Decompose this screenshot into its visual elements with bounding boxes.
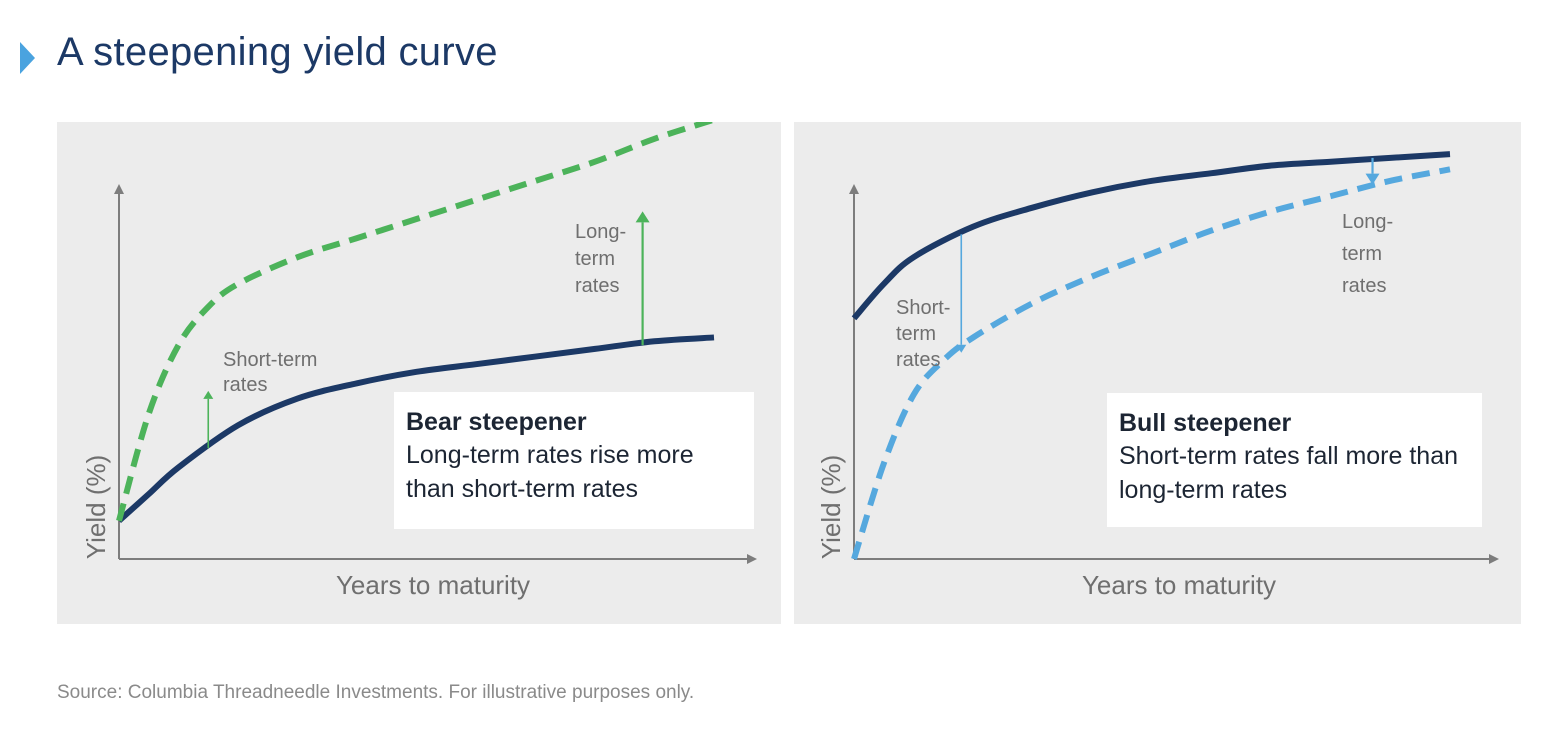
long-term-rates-label: Long- [1342, 211, 1393, 233]
bear-steepener-chart: Years to maturity Yield (%) Short-term rate… [81, 122, 757, 600]
callout-title: Bear steepener [406, 408, 587, 436]
x-axis-label: Years to maturity [1082, 570, 1276, 600]
y-axis-label: Yield (%) [81, 455, 111, 560]
short-term-rates-label: term [896, 323, 936, 345]
arrow-up-icon [635, 211, 650, 223]
shifted-yield-curve-line [116, 122, 715, 522]
page-title: A steepening yield curve [57, 30, 498, 74]
long-term-rates-label: term [1342, 243, 1382, 265]
callout-text: Short-term rates fall more than long-ter… [1119, 442, 1459, 504]
x-axis-arrow-icon [1489, 554, 1499, 564]
arrow-up-icon [203, 390, 214, 399]
shifted-yield-curve-line [851, 166, 1451, 560]
y-axis-arrow-icon [849, 184, 859, 194]
short-term-rates-label: rates [223, 374, 267, 396]
x-axis-arrow-icon [747, 554, 757, 564]
callout-title: Bull steepener [1119, 409, 1292, 437]
y-axis-label: Yield (%) [816, 455, 846, 560]
arrow-down-icon [1365, 173, 1380, 185]
long-term-rates-label: Long- [575, 221, 626, 243]
long-term-rates-label: rates [575, 275, 619, 297]
title-marker-icon [20, 42, 35, 74]
short-term-rates-label: Short-term [223, 349, 317, 371]
bear-steepener-panel: Years to maturity Yield (%) Short-term rate… [57, 122, 781, 624]
y-axis-arrow-icon [114, 184, 124, 194]
bull-steepener-chart: Years to maturity Yield (%) Short-term rate… [816, 151, 1499, 600]
source-note: Source: Columbia Threadneedle Investment… [57, 682, 695, 703]
initial-yield-curve-line [116, 334, 715, 524]
arrow-down-icon [956, 344, 967, 353]
callout-text: Long-term rates rise more than short-ter… [406, 441, 694, 503]
bull-steepener-panel: Years to maturity Yield (%) Short-term rate… [794, 122, 1521, 624]
short-term-rates-label: Short- [896, 297, 950, 319]
short-term-rates-label: rates [896, 349, 940, 371]
x-axis-label: Years to maturity [336, 570, 530, 600]
bull-steepener-callout: Bull steepener Short-term rates fall mor… [1107, 393, 1482, 527]
initial-yield-curve-line [851, 151, 1451, 321]
bear-steepener-callout: Bear steepener Long-term rates rise more… [394, 392, 754, 529]
long-term-rates-label: term [575, 248, 615, 270]
long-term-rates-label: rates [1342, 275, 1386, 297]
